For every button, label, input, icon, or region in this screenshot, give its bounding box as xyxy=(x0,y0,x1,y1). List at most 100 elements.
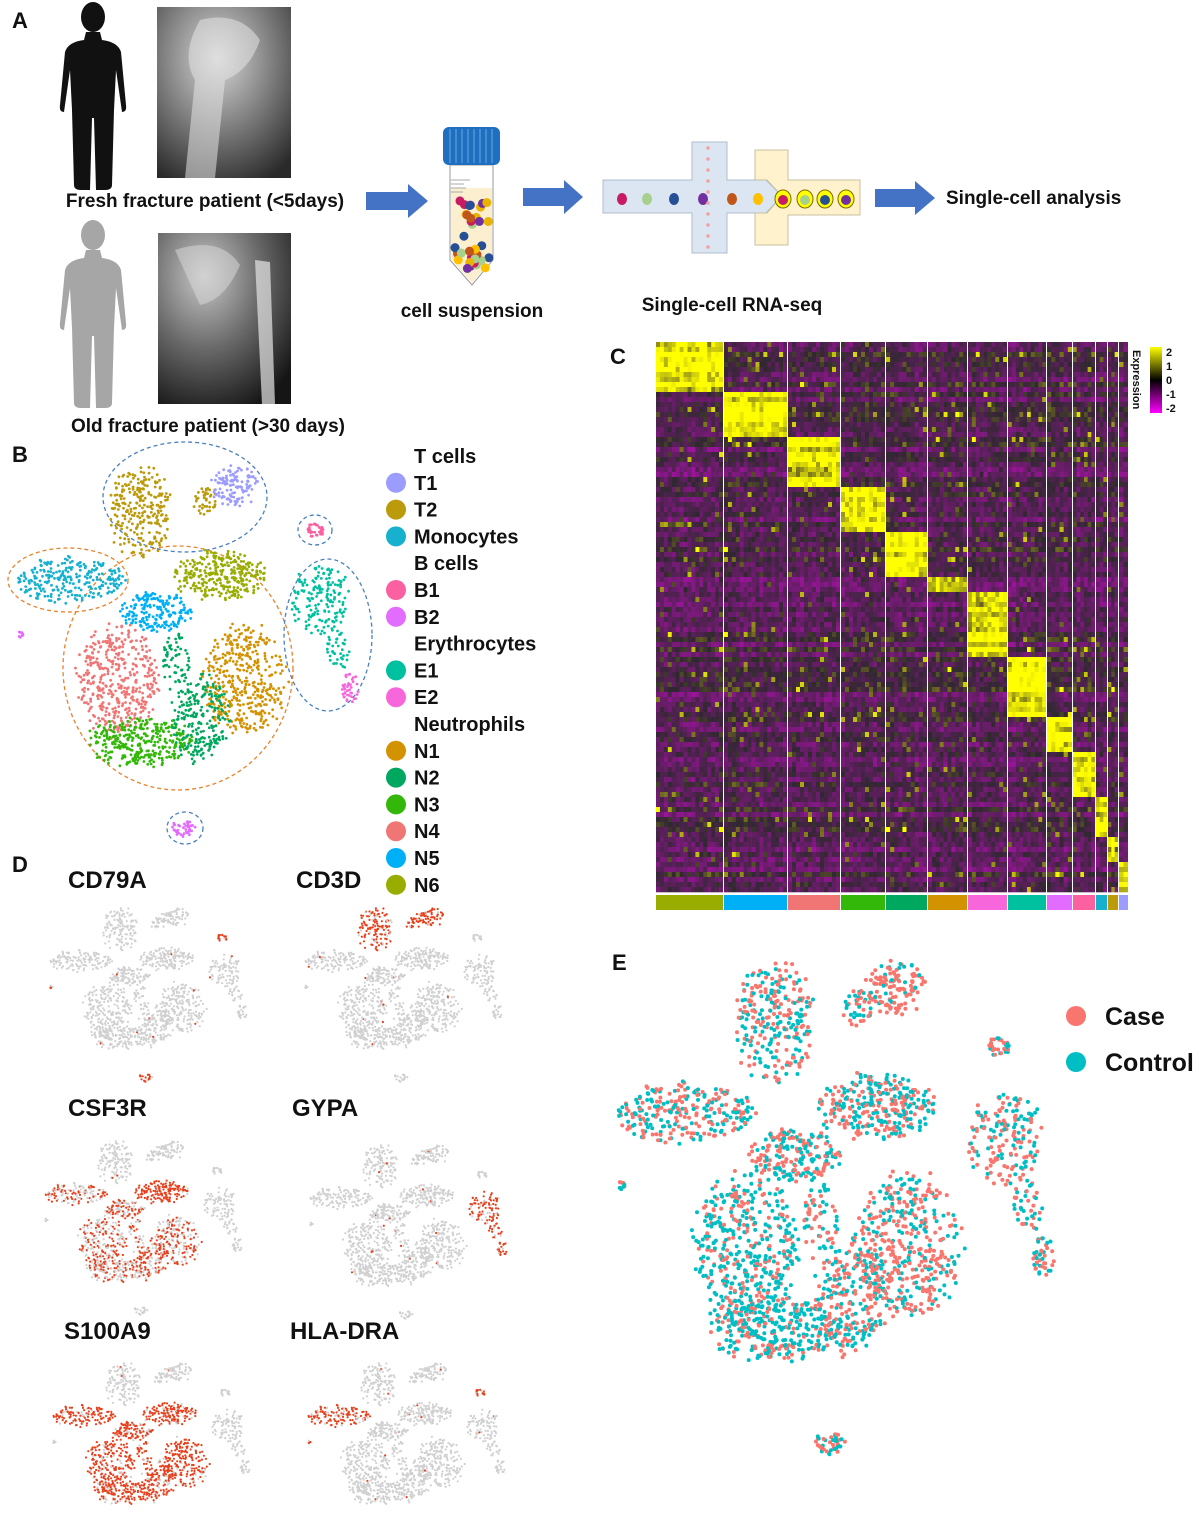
cell-point-n1 xyxy=(246,670,249,673)
cell-point-e1 xyxy=(293,590,296,593)
heatmap-cell xyxy=(703,817,707,822)
heatmap-cell xyxy=(656,587,660,592)
heatmap-cell xyxy=(695,402,699,407)
cell-point-e1 xyxy=(338,600,341,603)
cell-point-n3 xyxy=(158,753,161,756)
heatmap-cell xyxy=(668,792,672,797)
heatmap-cell xyxy=(715,782,719,787)
heatmap-cell xyxy=(672,882,676,887)
cell-point-n2 xyxy=(211,695,214,698)
heatmap-cell xyxy=(672,832,676,837)
heatmap-cell xyxy=(707,672,711,677)
heatmap-cell xyxy=(703,572,707,577)
cell-point-n1 xyxy=(228,681,231,684)
heatmap-cell xyxy=(699,782,703,787)
heatmap-cell xyxy=(695,342,699,347)
cell-point-n4 xyxy=(125,692,128,695)
cell-point-e1 xyxy=(302,590,305,593)
cell-point-n6 xyxy=(259,561,262,564)
heatmap-cell xyxy=(684,872,688,877)
cell-point-n1 xyxy=(236,660,239,663)
cell-point-n2 xyxy=(189,682,192,685)
heatmap-cell xyxy=(672,387,676,392)
heatmap-cell xyxy=(664,342,668,347)
heatmap-cell xyxy=(688,407,692,412)
cell-point-e2 xyxy=(346,699,349,702)
heatmap-cell xyxy=(703,797,707,802)
cell-point-n4 xyxy=(124,701,127,704)
cell-point-n5 xyxy=(121,608,124,611)
heatmap-cell xyxy=(711,717,715,722)
cell-point-n4 xyxy=(121,646,124,649)
cell-point-n1 xyxy=(260,681,263,684)
heatmap-cell xyxy=(656,697,660,702)
cell-point-n2 xyxy=(169,688,172,691)
heatmap-cell xyxy=(703,382,707,387)
cell-point-e1 xyxy=(311,597,314,600)
cell-point-n3 xyxy=(111,741,114,744)
heatmap-cell xyxy=(711,677,715,682)
cell-point-n3 xyxy=(161,759,164,762)
cell-point-e1 xyxy=(320,599,323,602)
heatmap-cell xyxy=(719,777,723,782)
cell-point-e1 xyxy=(339,652,342,655)
cell-point-e1 xyxy=(331,645,334,648)
cell-point-e1 xyxy=(328,577,331,580)
heatmap-cell xyxy=(715,752,719,757)
heatmap-cell xyxy=(672,592,676,597)
cell-point-monocytes xyxy=(92,592,95,595)
cell-point-n6 xyxy=(243,554,246,557)
cell-point-n1 xyxy=(245,717,248,720)
heatmap-cell xyxy=(699,722,703,727)
cell-point-b2 xyxy=(174,829,177,832)
cell-point-n4 xyxy=(139,711,142,714)
heatmap-cell xyxy=(688,727,692,732)
heatmap-cell xyxy=(695,537,699,542)
cell-point-t1 xyxy=(250,471,253,474)
cell-point-n2 xyxy=(208,748,211,751)
heatmap-cell xyxy=(684,667,688,672)
heatmap-cell xyxy=(680,577,684,582)
cell-point-n1 xyxy=(256,712,259,715)
cell-point-n2 xyxy=(195,738,198,741)
heatmap-cell xyxy=(680,627,684,632)
heatmap-cell xyxy=(724,507,728,512)
cell-point-b2 xyxy=(188,833,191,836)
cell-point-n1 xyxy=(229,726,232,729)
heatmap-cell xyxy=(719,497,723,502)
heatmap-cell xyxy=(664,502,668,507)
cell-point-e1 xyxy=(324,621,327,624)
heatmap-cell xyxy=(680,702,684,707)
heatmap-cell xyxy=(699,397,703,402)
heatmap-cell xyxy=(711,797,715,802)
heatmap-cell xyxy=(703,527,707,532)
cell-point-n4 xyxy=(133,714,136,717)
heatmap-cell xyxy=(711,782,715,787)
cell-suspension-tube-icon xyxy=(443,127,500,285)
cell-point-n4 xyxy=(137,652,140,655)
heatmap-cell xyxy=(699,467,703,472)
cell-point-t2 xyxy=(158,479,161,482)
heatmap-cell xyxy=(688,817,692,822)
cell-point-e1 xyxy=(293,613,296,616)
heatmap-cell xyxy=(691,707,695,712)
cell-point-n6 xyxy=(246,590,249,593)
cell-point-n1 xyxy=(274,671,277,674)
cell-point-n2 xyxy=(185,701,188,704)
cell-point-n3 xyxy=(183,742,186,745)
cell-point-n2 xyxy=(212,716,215,719)
heatmap-cell xyxy=(715,852,719,857)
cell-point-t2 xyxy=(128,513,131,516)
heatmap-cell xyxy=(660,487,664,492)
heatmap-cell xyxy=(664,517,668,522)
heatmap-cell xyxy=(724,527,728,532)
heatmap-cell xyxy=(711,347,715,352)
cell-point-n1 xyxy=(210,677,213,680)
heatmap-cell xyxy=(680,397,684,402)
cell-point-e2 xyxy=(350,686,353,689)
cell-point-monocytes xyxy=(89,575,92,578)
cell-point-n4 xyxy=(157,674,160,677)
cell-point-monocytes xyxy=(29,595,32,598)
heatmap-cell xyxy=(695,767,699,772)
heatmap-cell xyxy=(684,442,688,447)
